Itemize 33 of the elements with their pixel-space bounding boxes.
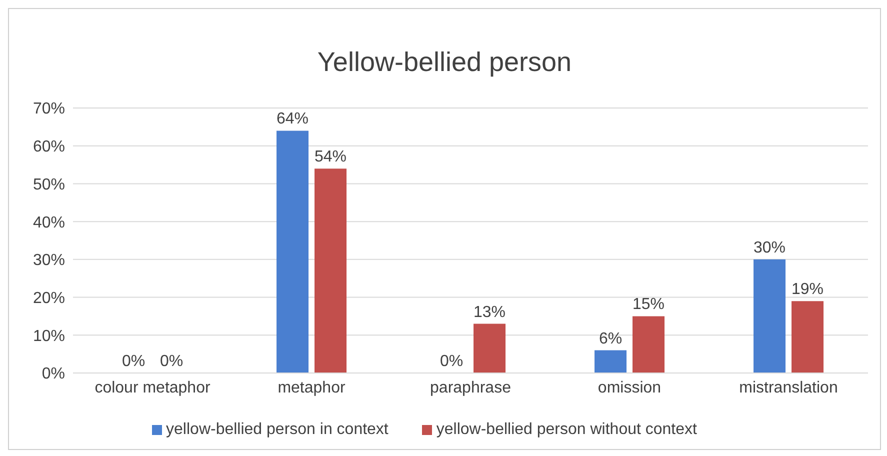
data-label: 0% xyxy=(160,352,184,370)
y-tick-label: 30% xyxy=(32,252,65,270)
y-tick-label: 50% xyxy=(32,176,65,194)
legend-label: yellow-bellied person in context xyxy=(166,421,388,438)
bar xyxy=(276,130,309,373)
data-label: 0% xyxy=(122,352,146,370)
x-tick-label: mistranslation xyxy=(739,379,838,396)
bar xyxy=(314,168,347,373)
data-label: 0% xyxy=(440,352,464,370)
data-label: 6% xyxy=(598,330,622,348)
data-label: 13% xyxy=(474,304,506,321)
data-label: 64% xyxy=(276,110,309,128)
bar xyxy=(474,324,506,373)
x-tick-label: paraphrase xyxy=(430,379,512,396)
y-tick-label: 40% xyxy=(32,214,65,232)
bar xyxy=(632,316,665,373)
x-tick-label: omission xyxy=(598,379,662,396)
x-tick-label: colour metaphor xyxy=(94,379,211,396)
y-tick-label: 60% xyxy=(32,138,65,156)
y-tick-label: 10% xyxy=(32,328,65,345)
data-label: 15% xyxy=(632,296,665,314)
y-tick-label: 0% xyxy=(42,366,65,383)
legend-label: yellow-bellied person without context xyxy=(436,421,697,438)
chart-title: Yellow-bellied person xyxy=(316,47,573,79)
bar xyxy=(792,301,824,373)
x-tick-label: metaphor xyxy=(278,379,346,396)
data-label: 30% xyxy=(754,239,786,256)
data-label: 19% xyxy=(792,281,824,298)
data-label: 54% xyxy=(314,148,347,166)
y-tick-label: 70% xyxy=(32,100,65,118)
bar xyxy=(754,259,786,373)
bar xyxy=(594,350,627,373)
y-tick-label: 20% xyxy=(32,290,65,307)
